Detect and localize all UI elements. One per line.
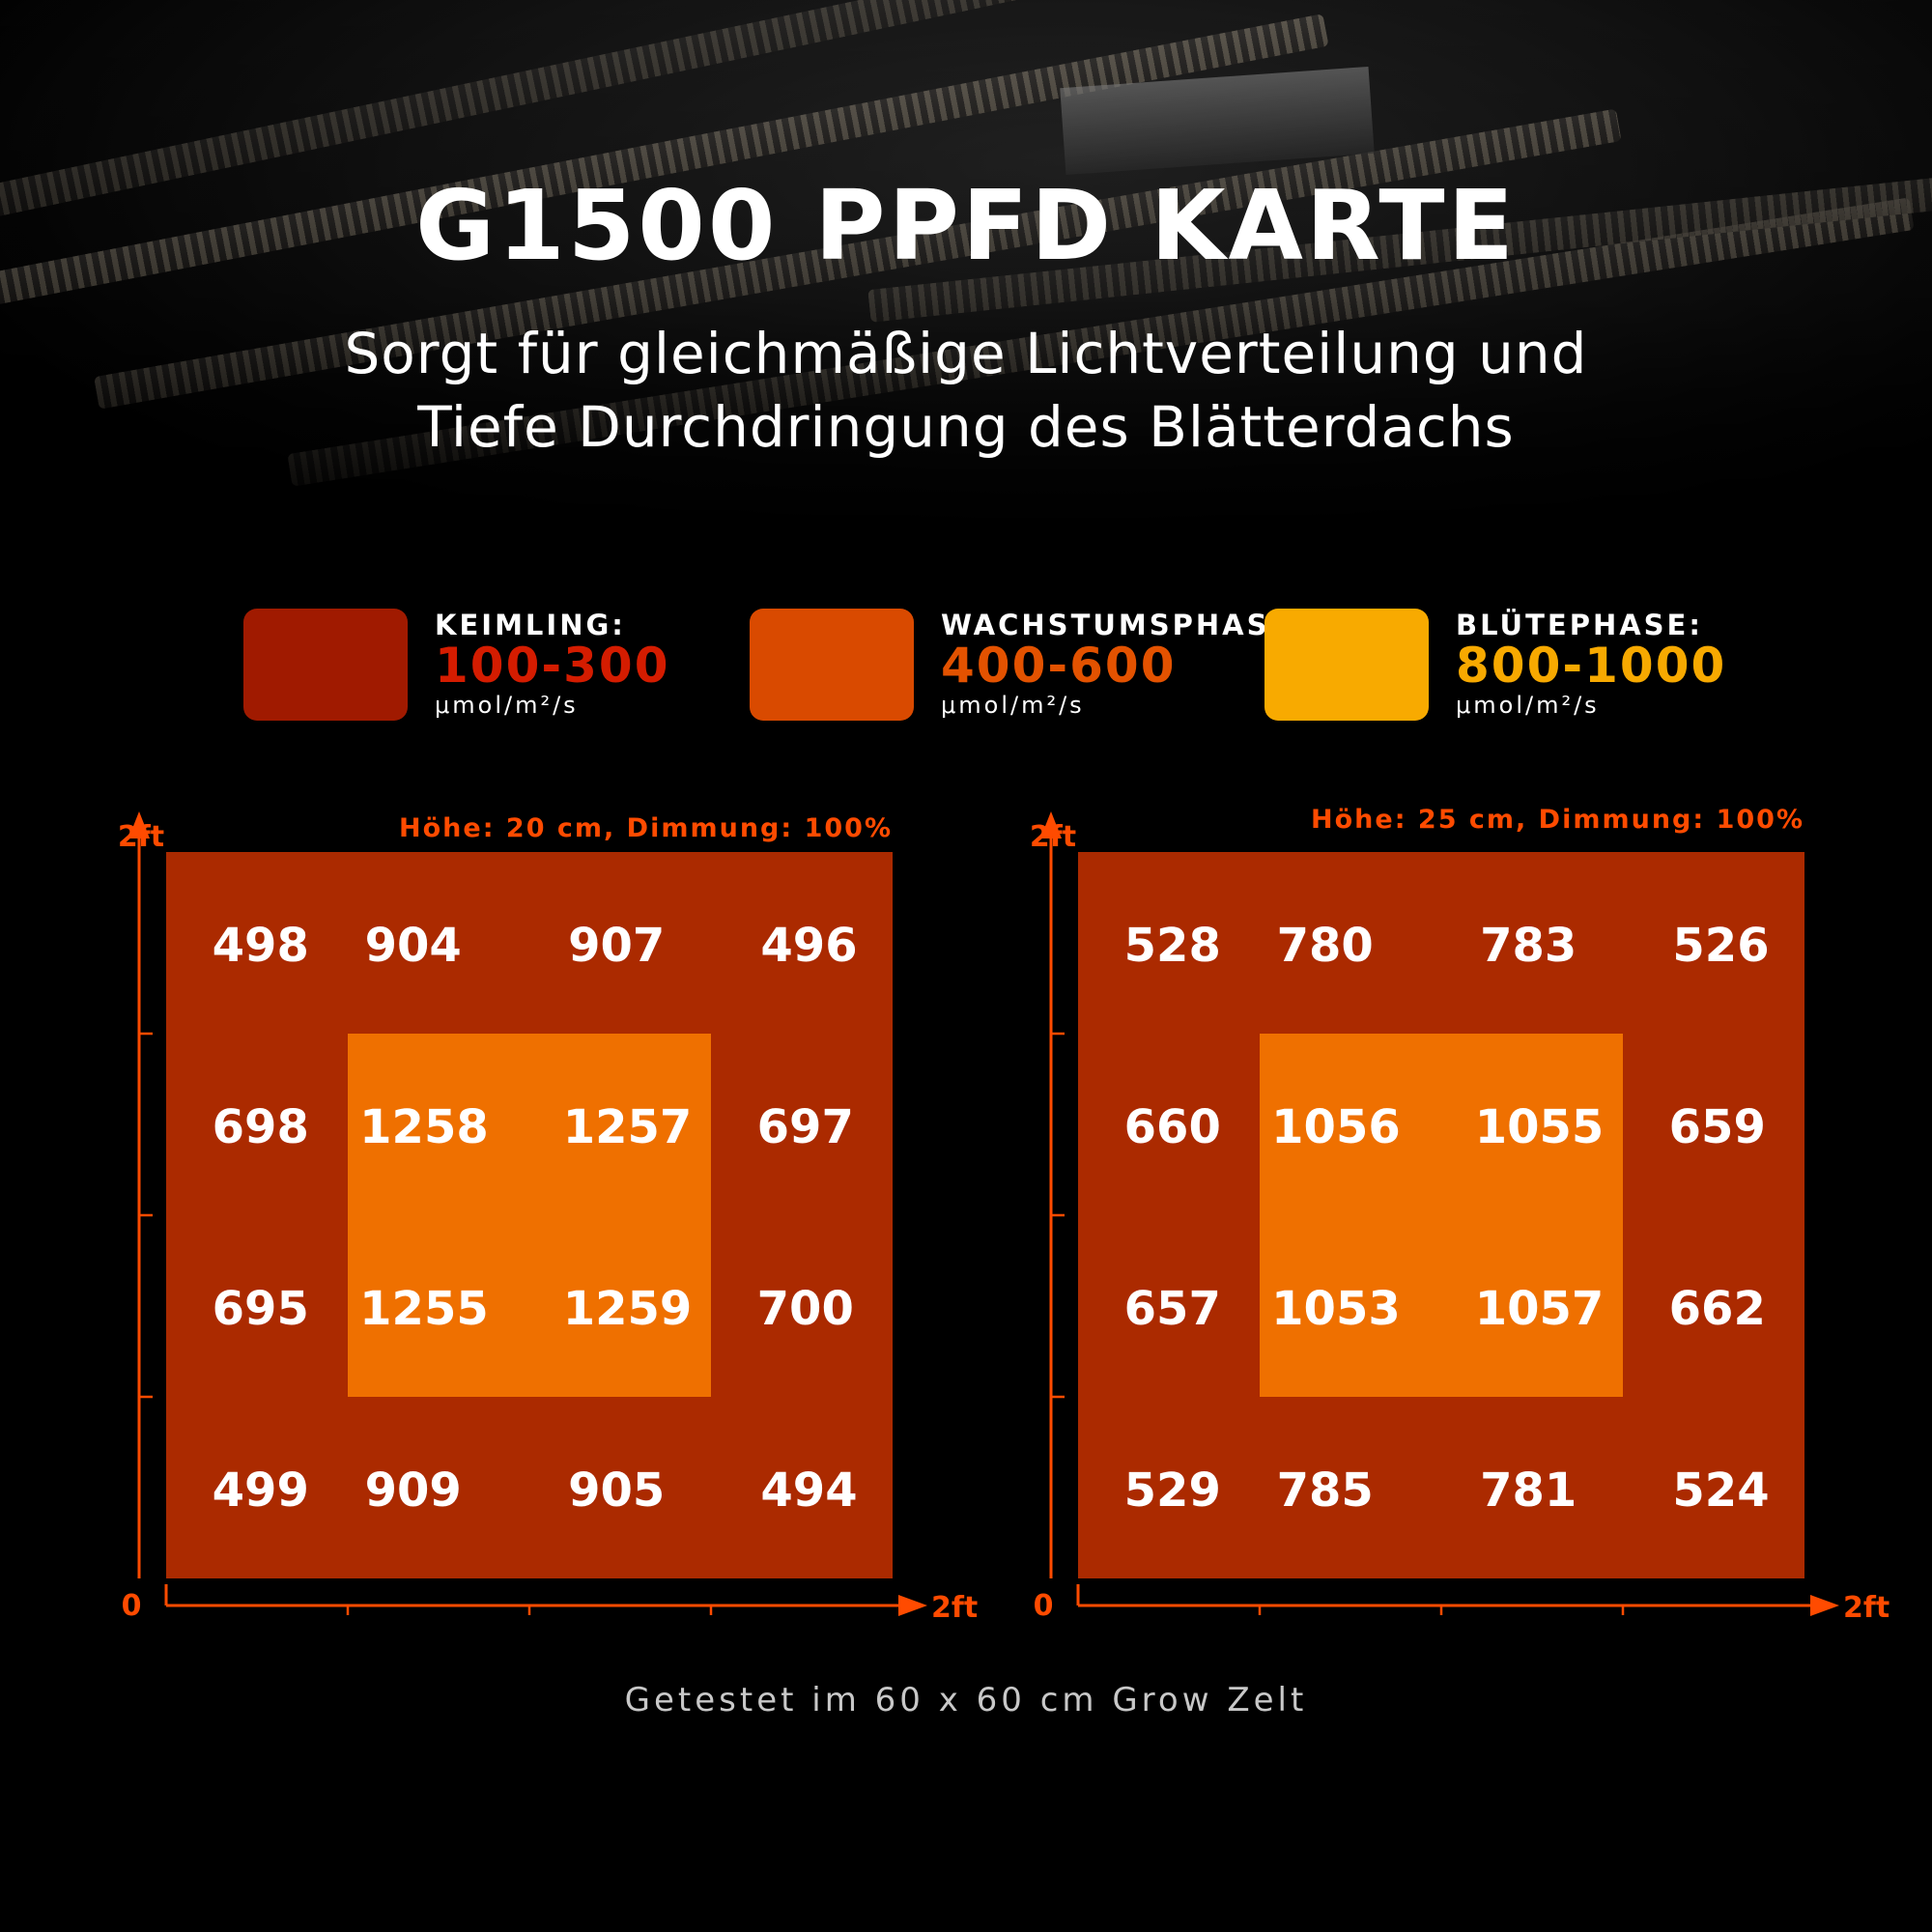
- legend-range: 100-300: [435, 638, 670, 694]
- cell-value: 526: [1672, 919, 1769, 973]
- x-axis-arrow: [898, 1595, 927, 1616]
- cell-value: 498: [213, 919, 309, 973]
- cell-value: 695: [213, 1282, 309, 1336]
- cell-value: 698: [213, 1100, 309, 1154]
- center-zone: [1260, 1034, 1623, 1397]
- cell-value: 904: [365, 919, 462, 973]
- axis-origin-label: 0: [1034, 1589, 1054, 1623]
- y-axis-arrow: [1040, 811, 1062, 838]
- legend-unit: μmol/m²/s: [435, 692, 579, 719]
- cell-value: 529: [1124, 1463, 1221, 1518]
- y-axis-end-label: 2ft: [118, 820, 164, 854]
- cell-value: 1055: [1475, 1100, 1605, 1154]
- cell-value: 697: [757, 1100, 854, 1154]
- y-axis-end-label: 2ft: [1030, 820, 1076, 854]
- cell-value: 781: [1480, 1463, 1577, 1518]
- cell-value: 785: [1277, 1463, 1374, 1518]
- cell-value: 1057: [1475, 1282, 1605, 1336]
- axis-origin-label: 0: [122, 1589, 142, 1623]
- cell-value: 1257: [563, 1100, 693, 1154]
- legend-swatch: [750, 609, 914, 721]
- legend-swatch: [243, 609, 408, 721]
- subtitle-line: Sorgt für gleichmäßige Lichtverteilung u…: [344, 321, 1588, 386]
- cell-value: 909: [365, 1463, 462, 1518]
- test-caption: Getestet im 60 x 60 cm Grow Zelt: [624, 1681, 1308, 1719]
- legend-unit: μmol/m²/s: [941, 692, 1085, 719]
- chart-title: Höhe: 25 cm, Dimmung: 100%: [1311, 805, 1804, 835]
- cell-value: 1053: [1271, 1282, 1401, 1336]
- x-axis-end-label: 2ft: [931, 1591, 978, 1625]
- x-axis-arrow: [1810, 1595, 1839, 1616]
- legend-range: 800-1000: [1456, 638, 1727, 694]
- legend-swatch: [1264, 609, 1429, 721]
- cell-value: 905: [568, 1463, 665, 1518]
- cell-value: 780: [1277, 919, 1374, 973]
- cell-value: 657: [1124, 1282, 1221, 1336]
- x-axis-end-label: 2ft: [1843, 1591, 1889, 1625]
- cell-value: 1259: [563, 1282, 693, 1336]
- center-zone: [348, 1034, 711, 1397]
- cell-value: 499: [213, 1463, 309, 1518]
- cell-value: 494: [760, 1463, 857, 1518]
- page-subtitle: Sorgt für gleichmäßige Lichtverteilung u…: [0, 317, 1932, 464]
- legend-label: WACHSTUMSPHASE:: [941, 609, 1306, 641]
- cell-value: 1258: [359, 1100, 489, 1154]
- cell-value: 662: [1669, 1282, 1766, 1336]
- chart-title: Höhe: 20 cm, Dimmung: 100%: [399, 813, 893, 843]
- cell-value: 1056: [1271, 1100, 1401, 1154]
- legend-unit: μmol/m²/s: [1456, 692, 1600, 719]
- legend-range: 400-600: [941, 638, 1177, 694]
- page-title: G1500 PPFD KARTE: [415, 169, 1517, 282]
- cell-value: 700: [757, 1282, 854, 1336]
- subtitle-line: Tiefe Durchdringung des Blätterdachs: [417, 394, 1515, 460]
- cell-value: 496: [760, 919, 857, 973]
- cell-value: 659: [1669, 1100, 1766, 1154]
- cell-value: 524: [1672, 1463, 1769, 1518]
- legend-label: KEIMLING:: [435, 609, 626, 641]
- cell-value: 783: [1480, 919, 1577, 973]
- legend-label: BLÜTEPHASE:: [1456, 609, 1703, 641]
- cell-value: 907: [568, 919, 665, 973]
- cell-value: 660: [1124, 1100, 1221, 1154]
- cell-value: 528: [1124, 919, 1221, 973]
- y-axis-arrow: [128, 811, 150, 838]
- cell-value: 1255: [359, 1282, 489, 1336]
- header-background: [0, 0, 1932, 541]
